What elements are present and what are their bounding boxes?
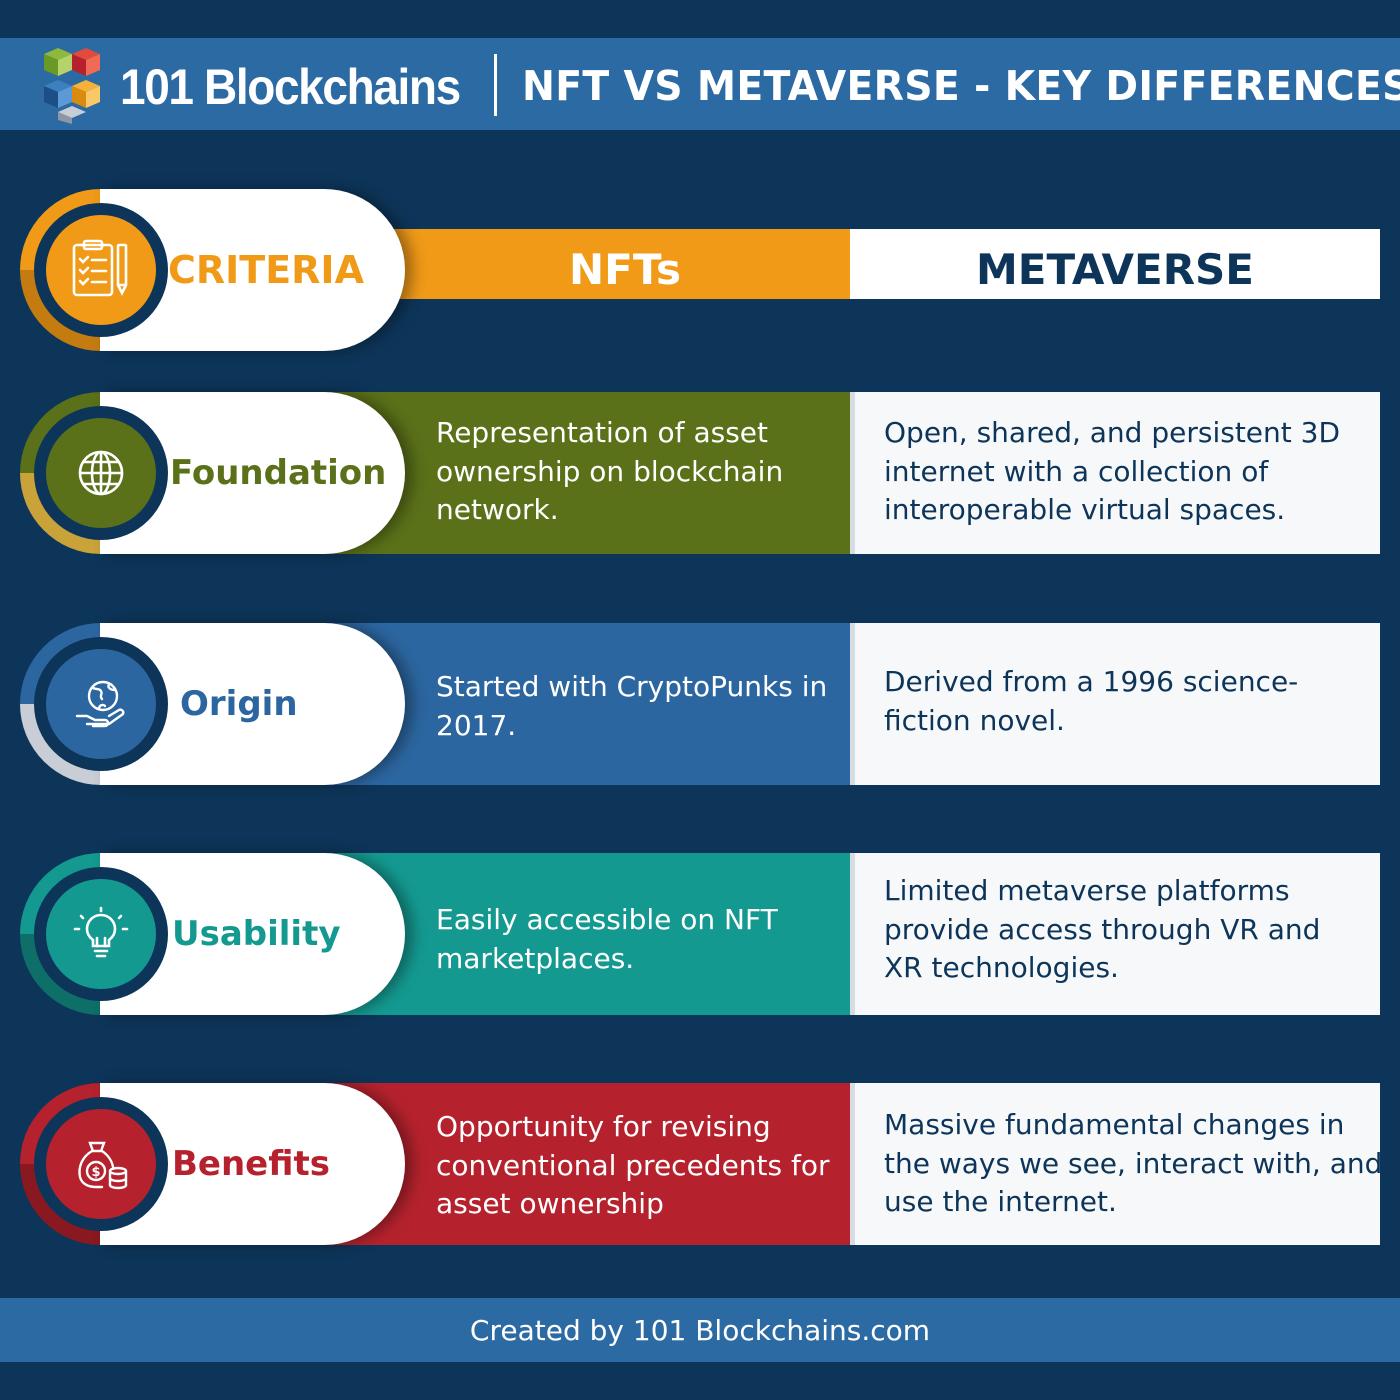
row-label-usability: Usability bbox=[172, 914, 341, 954]
metaverse-cell-benefits bbox=[850, 1083, 1380, 1245]
metaverse-text-origin: Derived from a 1996 science-fiction nove… bbox=[884, 665, 1299, 737]
nfts-header-label: NFTs bbox=[569, 244, 681, 294]
nft-text-benefits: Opportunity for revising conventional pr… bbox=[436, 1110, 830, 1220]
svg-text:$: $ bbox=[91, 1165, 100, 1180]
metaverse-header-label: METAVERSE bbox=[975, 244, 1254, 294]
metaverse-text-benefits: Massive fundamental changes in the ways … bbox=[884, 1108, 1383, 1218]
criteria-row: NFTs METAVERSE CRITERIA bbox=[0, 189, 1400, 351]
nft-text-usability: Easily accessible on NFT marketplaces. bbox=[436, 903, 778, 975]
footer-bar: Created by 101 Blockchains.com bbox=[0, 1298, 1400, 1362]
header-divider bbox=[494, 54, 497, 116]
comparison-row-origin: Started with CryptoPunks in 2017. Derive… bbox=[0, 623, 1400, 785]
row-label-foundation: Foundation bbox=[170, 453, 387, 493]
money-bag-icon: $ bbox=[46, 1109, 156, 1219]
clipboard-checklist-icon bbox=[46, 215, 156, 325]
metaverse-cell-usability bbox=[850, 853, 1380, 1015]
lightbulb-icon bbox=[46, 879, 156, 989]
logo-cubes-icon bbox=[44, 48, 100, 124]
criteria-label: CRITERIA bbox=[168, 248, 364, 292]
comparison-row-foundation: Representation of asset ownership on blo… bbox=[0, 392, 1400, 554]
row-label-origin: Origin bbox=[180, 684, 298, 724]
metaverse-cell-origin bbox=[850, 623, 1380, 785]
row-label-benefits: Benefits bbox=[172, 1144, 330, 1184]
comparison-row-benefits: Opportunity for revising conventional pr… bbox=[0, 1083, 1400, 1245]
comparison-row-usability: Easily accessible on NFT marketplaces. L… bbox=[0, 853, 1400, 1015]
header-bar: 101 Blockchains NFT VS METAVERSE - KEY D… bbox=[0, 38, 1400, 130]
brand-name: 101 Blockchains bbox=[120, 59, 461, 115]
metaverse-text-usability: Limited metaverse platforms provide acce… bbox=[884, 874, 1321, 984]
metaverse-text-foundation: Open, shared, and persistent 3D internet… bbox=[884, 416, 1341, 526]
nft-text-foundation: Representation of asset ownership on blo… bbox=[436, 416, 784, 526]
metaverse-cell-foundation bbox=[850, 392, 1380, 554]
metaverse-column-header: METAVERSE bbox=[850, 229, 1380, 299]
nft-text-origin: Started with CryptoPunks in 2017. bbox=[436, 670, 828, 742]
page-title: NFT VS METAVERSE - KEY DIFFERENCES bbox=[522, 62, 1400, 110]
footer-credit: Created by 101 Blockchains.com bbox=[469, 1313, 931, 1347]
globe-icon bbox=[46, 418, 156, 528]
hand-globe-icon bbox=[46, 649, 156, 759]
